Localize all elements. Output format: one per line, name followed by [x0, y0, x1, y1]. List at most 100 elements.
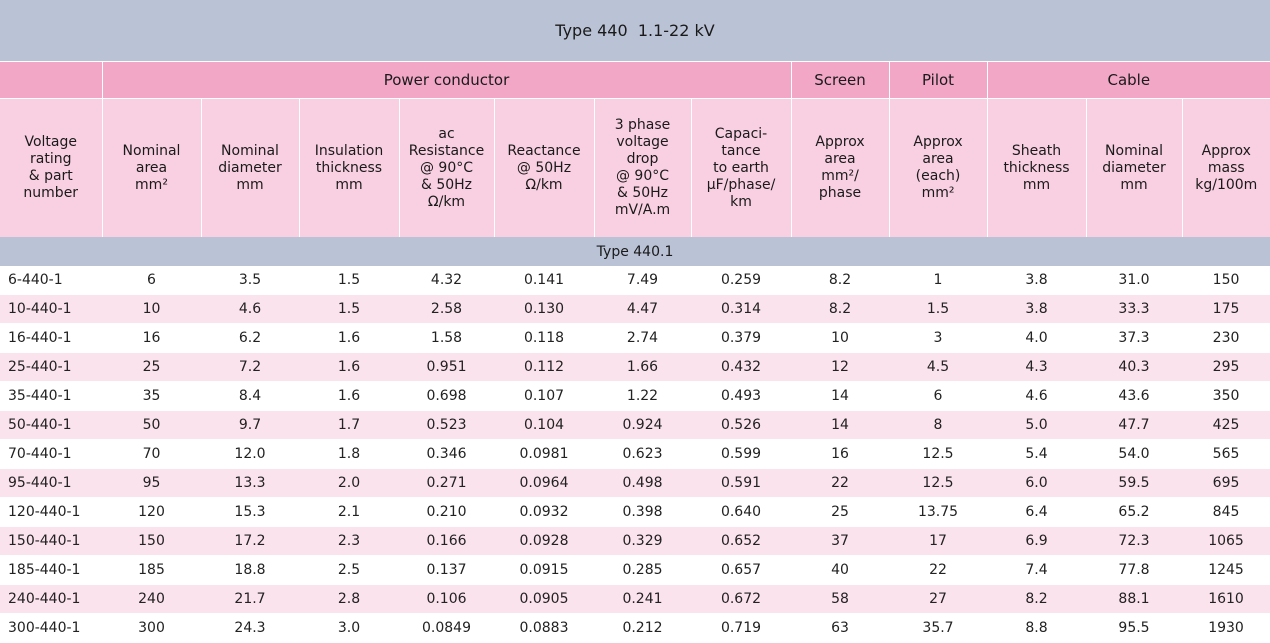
part-number-cell: 70-440-1 — [0, 439, 102, 469]
table-cell: 0.0981 — [494, 439, 594, 469]
table-cell: 0.166 — [399, 526, 494, 556]
table-cell: 2.58 — [399, 294, 494, 324]
column-header-screen-area: Approx area mm²/ phase — [790, 98, 890, 237]
part-number-cell: 10-440-1 — [0, 294, 102, 324]
column-header-reactance: Reactance @ 50Hz Ω/km — [493, 98, 594, 237]
table-cell: 0.329 — [594, 526, 691, 556]
table-cell: 0.493 — [691, 381, 792, 411]
table-cell: 12.5 — [889, 468, 988, 498]
table-cell: 15.3 — [201, 497, 299, 527]
table-cell: 77.8 — [1086, 555, 1183, 585]
table-cell: 35 — [102, 381, 201, 411]
table-cell: 47.7 — [1086, 410, 1183, 440]
part-number-cell: 6-440-1 — [0, 266, 102, 295]
table-row: 120-440-1 120 15.3 2.1 0.210 0.0932 0.398 0.640… — [0, 497, 1270, 527]
table-cell: 7.4 — [987, 555, 1087, 585]
table-cell: 0.0905 — [494, 584, 594, 614]
column-header-sheath-thickness: Sheath thickness mm — [986, 98, 1087, 237]
table-row: 6-440-1 6 3.5 1.5 4.32 0.141 7.49 0.259 8.2 1 3.8 3… — [0, 266, 1270, 295]
table-cell: 1.5 — [889, 294, 988, 324]
column-header-nominal-diameter: Nominal diameter mm — [200, 98, 299, 237]
table-cell: 4.3 — [987, 352, 1087, 382]
table-cell: 1.58 — [399, 323, 494, 353]
group-header-pilot: Pilot — [888, 61, 988, 99]
table-cell: 25 — [791, 497, 890, 527]
table-cell: 0.0849 — [399, 613, 494, 643]
table-cell: 2.3 — [299, 526, 399, 556]
table-row: 70-440-1 70 12.0 1.8 0.346 0.0981 0.623 0.599 16… — [0, 439, 1270, 469]
table-cell: 150 — [1182, 266, 1270, 295]
table-cell: 14 — [791, 381, 890, 411]
table-title: Type 440 1.1-22 kV — [0, 0, 1270, 61]
table-cell: 70 — [102, 439, 201, 469]
table-cell: 0.0932 — [494, 497, 594, 527]
table-cell: 88.1 — [1086, 584, 1183, 614]
table-cell: 27 — [889, 584, 988, 614]
table-cell: 8.4 — [201, 381, 299, 411]
table-cell: 40 — [791, 555, 890, 585]
table-cell: 12 — [791, 352, 890, 382]
table-cell: 16 — [791, 439, 890, 469]
table-cell: 0.398 — [594, 497, 691, 527]
part-number-cell: 120-440-1 — [0, 497, 102, 527]
table-cell: 65.2 — [1086, 497, 1183, 527]
table-cell: 300 — [102, 613, 201, 643]
column-header-pilot-area: Approx area (each) mm² — [888, 98, 988, 237]
table-cell: 0.0915 — [494, 555, 594, 585]
table-cell: 24.3 — [201, 613, 299, 643]
table-cell: 240 — [102, 584, 201, 614]
table-cell: 7.2 — [201, 352, 299, 382]
table-cell: 1.6 — [299, 323, 399, 353]
table-cell: 8 — [889, 410, 988, 440]
table-cell: 5.0 — [987, 410, 1087, 440]
table-cell: 8.2 — [987, 584, 1087, 614]
table-cell: 95 — [102, 468, 201, 498]
table-cell: 230 — [1182, 323, 1270, 353]
table-cell: 25 — [102, 352, 201, 382]
table-cell: 0.523 — [399, 410, 494, 440]
column-header-nominal-area: Nominal area mm² — [101, 98, 201, 237]
table-cell: 0.640 — [691, 497, 792, 527]
table-cell: 0.591 — [691, 468, 792, 498]
table-cell: 0.118 — [494, 323, 594, 353]
table-cell: 0.259 — [691, 266, 792, 295]
table-cell: 12.5 — [889, 439, 988, 469]
table-cell: 295 — [1182, 352, 1270, 382]
table-cell: 0.271 — [399, 468, 494, 498]
table-cell: 1.5 — [299, 266, 399, 295]
table-cell: 16 — [102, 323, 201, 353]
table-cell: 0.106 — [399, 584, 494, 614]
table-cell: 0.137 — [399, 555, 494, 585]
group-header-blank — [0, 61, 102, 99]
table-cell: 17 — [889, 526, 988, 556]
table-cell: 2.0 — [299, 468, 399, 498]
table-cell: 4.47 — [594, 294, 691, 324]
table-cell: 12.0 — [201, 439, 299, 469]
table-cell: 37 — [791, 526, 890, 556]
table-cell: 8.2 — [791, 266, 890, 295]
table-cell: 0.241 — [594, 584, 691, 614]
part-number-cell: 300-440-1 — [0, 613, 102, 643]
table-cell: 10 — [791, 323, 890, 353]
column-header-row: Voltage rating & part number Nominal are… — [0, 98, 1270, 237]
table-cell: 6.0 — [987, 468, 1087, 498]
table-cell: 2.8 — [299, 584, 399, 614]
table-cell: 425 — [1182, 410, 1270, 440]
table-cell: 22 — [889, 555, 988, 585]
table-cell: 0.0964 — [494, 468, 594, 498]
table-cell: 1.5 — [299, 294, 399, 324]
table-cell: 40.3 — [1086, 352, 1183, 382]
table-cell: 1065 — [1182, 526, 1270, 556]
table-cell: 1.8 — [299, 439, 399, 469]
table-cell: 33.3 — [1086, 294, 1183, 324]
column-header-capacitance: Capaci- tance to earth μF/phase/ km — [690, 98, 792, 237]
table-cell: 43.6 — [1086, 381, 1183, 411]
table-cell: 3.8 — [987, 294, 1087, 324]
table-cell: 10 — [102, 294, 201, 324]
table-cell: 4.6 — [201, 294, 299, 324]
table-cell: 6.4 — [987, 497, 1087, 527]
part-number-cell: 185-440-1 — [0, 555, 102, 585]
table-cell: 3.8 — [987, 266, 1087, 295]
table-cell: 8.2 — [791, 294, 890, 324]
table-cell: 0.526 — [691, 410, 792, 440]
